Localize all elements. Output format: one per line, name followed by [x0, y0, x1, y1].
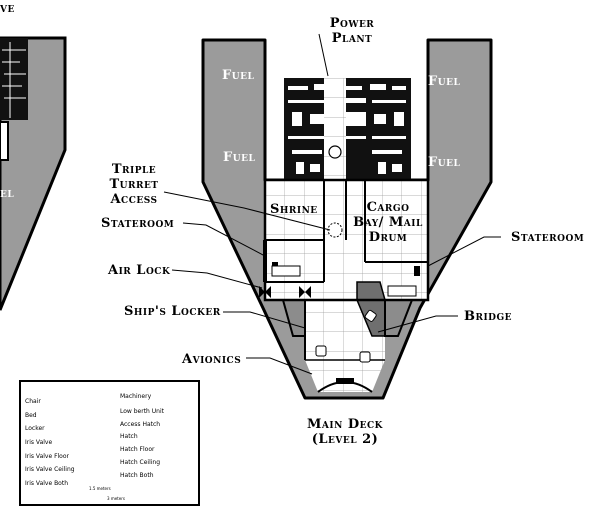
leader-lines: [163, 33, 501, 375]
triple-turret-access-label: Triple Turret Access: [104, 162, 164, 207]
legend-item: Low berth Unit: [120, 408, 164, 421]
deck-title-line-1: Main Deck: [307, 417, 383, 432]
legend-item: Hatch Both: [120, 472, 164, 487]
legend-item: Iris Valve Both: [25, 480, 75, 495]
legend-label: Iris Valve: [25, 439, 53, 446]
legend-item: Iris Valve Floor: [25, 453, 75, 466]
fuel-label-right-top: Fuel: [428, 74, 461, 89]
legend-left-column: Chair Bed Locker Iris Valve Iris Valve F…: [25, 398, 75, 495]
stateroom-label-right: Stateroom: [511, 230, 585, 245]
legend-item: Access Hatch: [120, 421, 164, 433]
bed-icon: [271, 265, 301, 277]
fuel-label-left-top: Fuel: [222, 68, 255, 83]
legend-item: Hatch: [120, 433, 164, 446]
cargo-line-1: Cargo: [366, 200, 410, 215]
left-partial-machinery: [0, 38, 28, 120]
cargo-line-3: Drum: [368, 230, 408, 245]
iris-valve-icon: [299, 286, 311, 298]
legend-label: Low berth Unit: [120, 408, 164, 415]
shrine-label: Shrine: [270, 202, 318, 217]
legend-label: Iris Valve Floor: [25, 453, 69, 460]
deck-title: Main Deck (Level 2): [290, 417, 400, 447]
legend-item: Iris Valve Ceiling: [25, 466, 75, 480]
iris-valve-ceiling-icon: [327, 222, 343, 238]
legend-item: Iris Valve: [25, 439, 75, 453]
power-plant-machinery: [284, 78, 411, 180]
fuel-label-left-bottom: Fuel: [223, 150, 256, 165]
locker-icon: [414, 266, 420, 276]
triple-turret-line-1: Triple: [111, 162, 157, 177]
power-plant-line-2: Plant: [331, 31, 373, 46]
legend-label: Hatch Ceiling: [120, 459, 161, 466]
legend-item: Machinery: [120, 393, 164, 408]
iris-valve-icon: [259, 286, 271, 298]
legend-item: Hatch Ceiling: [120, 459, 164, 472]
stateroom-label-left: Stateroom: [101, 216, 175, 231]
fuel-label-right-bottom: Fuel: [428, 155, 461, 170]
left-partial-room: [0, 121, 9, 161]
scale-label-bottom: 3 meters: [107, 496, 125, 501]
locker-icon: [272, 262, 278, 266]
deck-title-line-2: (Level 2): [311, 432, 379, 447]
legend-label: Hatch: [120, 433, 138, 440]
legend-label: Chair: [25, 398, 41, 405]
power-plant-corridor: [324, 78, 346, 180]
hatch-both-icon: [328, 145, 342, 159]
legend-item: Bed: [25, 412, 75, 425]
legend-label: Access Hatch: [120, 421, 161, 428]
avionics-label: Avionics: [182, 352, 242, 367]
scale-label-top: 1.5 meters: [89, 486, 111, 491]
air-lock-label: Air Lock: [108, 263, 171, 278]
cargo-bay-label: Cargo Bay/ Mail Drum: [348, 200, 428, 245]
legend-label: Locker: [25, 425, 45, 432]
machinery-detail: [288, 84, 406, 174]
walls: [263, 178, 430, 393]
left-partial-top-label: ve: [0, 1, 15, 16]
cargo-line-2: Bay/ Mail: [353, 215, 423, 230]
bed-icon: [387, 285, 417, 297]
legend-item: Chair: [25, 398, 75, 412]
left-partial-machinery-detail: [2, 42, 26, 118]
power-plant-label: Power Plant: [322, 16, 382, 46]
bridge-label: Bridge: [464, 309, 513, 324]
chair-icon: [364, 309, 377, 322]
legend-label: Iris Valve Ceiling: [25, 466, 75, 473]
triple-turret-line-3: Access: [110, 192, 158, 207]
legend-label: Iris Valve Both: [25, 480, 69, 487]
legend-label: Machinery: [120, 393, 152, 400]
chair-icon: [315, 345, 327, 357]
left-partial-fuel-label: el: [0, 186, 15, 201]
access-hatch-icon: [336, 378, 354, 384]
legend-item: Locker: [25, 425, 75, 439]
chair-icon: [359, 351, 371, 363]
legend-label: Hatch Floor: [120, 446, 155, 453]
power-plant-line-1: Power: [329, 16, 375, 31]
legend-right-column: Machinery Low berth Unit Access Hatch Ha…: [120, 393, 164, 487]
legend-label: Bed: [25, 412, 37, 419]
legend-label: Hatch Both: [120, 472, 154, 479]
ships-locker-label: Ship's Locker: [124, 304, 221, 319]
legend-item: Hatch Floor: [120, 446, 164, 459]
triple-turret-line-2: Turret: [109, 177, 159, 192]
legend: Chair Bed Locker Iris Valve Iris Valve F…: [19, 380, 200, 506]
